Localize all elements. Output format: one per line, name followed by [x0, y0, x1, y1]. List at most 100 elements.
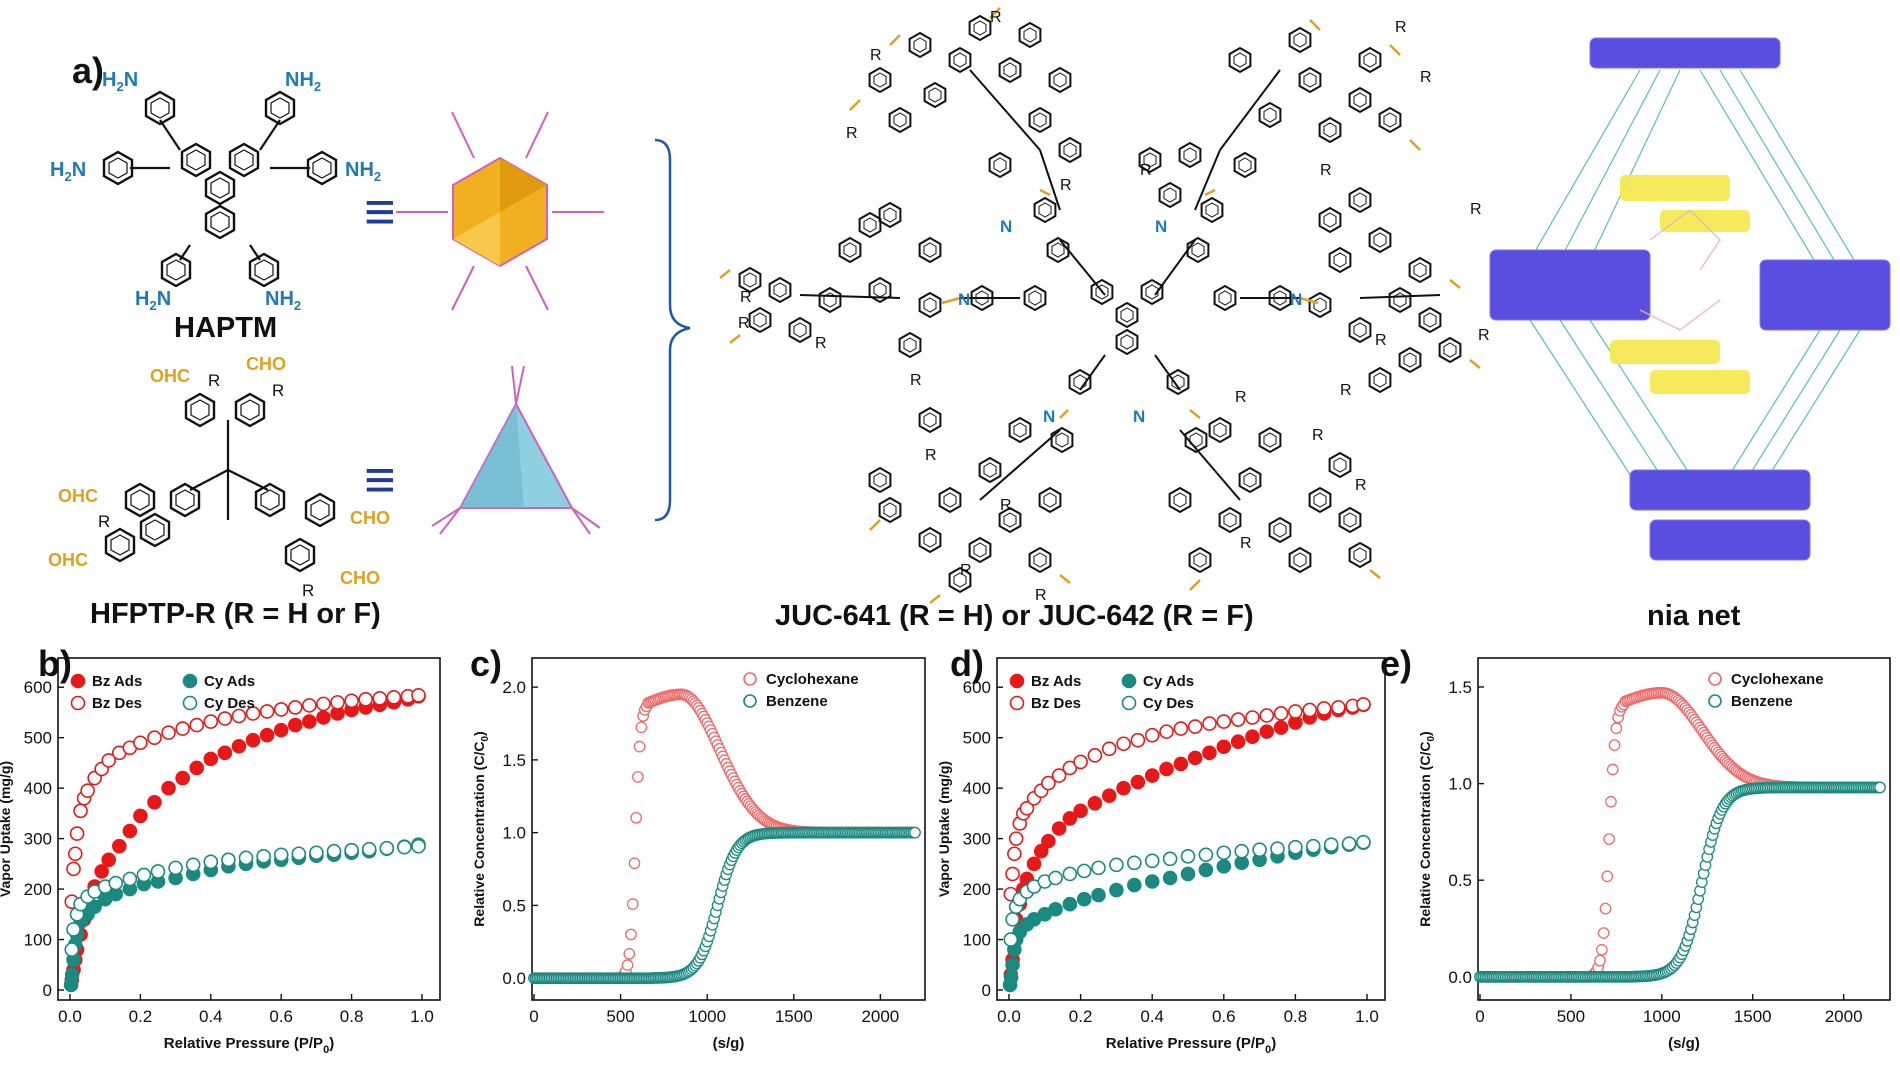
cho-label: CHO: [340, 568, 380, 588]
data-point: [64, 942, 80, 957]
data-point: [1173, 721, 1189, 736]
data-point: [1109, 882, 1124, 898]
data-point: [1603, 833, 1615, 845]
x-tick-label: 0.2: [129, 1007, 153, 1026]
y-tick-label: 400: [963, 779, 991, 798]
y-tick-label: 1.5: [502, 751, 526, 770]
cho-label: OHC: [58, 486, 98, 506]
data-point: [386, 690, 402, 705]
x-tick-label: 1.0: [1355, 1007, 1379, 1026]
equiv-sign: ≡: [364, 450, 396, 510]
data-point: [1187, 750, 1203, 766]
data-point: [1091, 860, 1106, 876]
legend-label: Cy Des: [1143, 695, 1194, 712]
nia-caption: nia net: [1647, 600, 1741, 632]
x-axis-label: Relative Pressure (P/P0): [164, 1035, 334, 1056]
data-point: [1048, 870, 1063, 886]
legend-marker: [182, 673, 198, 689]
x-tick-label: 0.6: [269, 1007, 293, 1026]
data-point: [122, 871, 138, 887]
legend-label: Bz Des: [1031, 695, 1081, 712]
data-point: [1341, 836, 1357, 851]
data-point: [1323, 837, 1339, 852]
data-point: [1606, 763, 1619, 776]
data-point: [1051, 768, 1067, 783]
y-tick-label: 300: [24, 830, 52, 849]
data-point: [1026, 856, 1042, 872]
data-point: [397, 839, 412, 855]
haptm-amine-label: H2N: [102, 69, 138, 94]
y-axis-label: Vapor Uptake (mg/g): [936, 761, 952, 897]
r-label: R: [208, 371, 220, 390]
data-point: [203, 854, 219, 870]
data-point: [316, 696, 331, 712]
data-point: [94, 864, 109, 879]
data-point: [136, 867, 152, 883]
data-point: [256, 848, 271, 864]
scheme-svg: H2N NH2 H2N NH2 H2N NH2 OHC CHO OHC CHO …: [48, 7, 1891, 604]
data-point: [344, 693, 359, 709]
data-point: [1595, 944, 1608, 956]
data-point: [361, 841, 377, 857]
imine-n-label: N: [958, 290, 970, 309]
data-point: [1605, 795, 1617, 808]
legend-marker: [1708, 694, 1722, 708]
data-point: [1076, 863, 1092, 879]
data-point: [1198, 847, 1214, 863]
cho-label: OHC: [48, 550, 88, 570]
data-point: [1005, 866, 1020, 882]
data-point: [161, 725, 176, 740]
data-point: [189, 717, 205, 733]
data-point: [69, 826, 85, 841]
hfptp-molecule: [104, 392, 336, 573]
data-point: [1180, 848, 1196, 864]
legend-label: Cy Des: [204, 695, 255, 712]
bracket: [654, 138, 691, 522]
legend-label: Benzene: [1731, 693, 1793, 710]
y-tick-label: 1.0: [502, 824, 526, 843]
data-point: [245, 706, 261, 721]
data-point: [259, 727, 275, 743]
data-point: [1130, 774, 1146, 790]
data-point: [1162, 851, 1178, 867]
r-label: R: [870, 47, 882, 64]
data-point: [133, 735, 148, 751]
y-tick-label: 0: [43, 981, 52, 1000]
data-point: [1073, 803, 1088, 819]
data-point: [64, 967, 80, 983]
x-tick-label: 0.4: [199, 1007, 223, 1026]
data-point: [1234, 843, 1250, 859]
legend-label: Cy Ads: [204, 673, 255, 690]
data-point: [1599, 902, 1612, 915]
y-tick-label: 0.0: [502, 969, 526, 988]
chart-b: 0.0 0.2 0.4 0.6 0.8 1.0 0 100 200 300 400 500 600 Rel…: [0, 657, 441, 1056]
legend-marker: [1708, 672, 1722, 686]
x-tick-label: 1000: [688, 1007, 726, 1026]
r-label: R: [302, 581, 314, 600]
data-point: [1051, 821, 1067, 836]
legend-label: Cy Ads: [1143, 673, 1194, 690]
data-point: [1005, 912, 1020, 927]
data-point: [1087, 748, 1103, 763]
data-point: [628, 857, 641, 870]
data-point: [626, 898, 639, 910]
data-point: [1356, 697, 1371, 712]
x-tick-label: 0.0: [997, 1007, 1021, 1026]
data-point: [1073, 754, 1088, 770]
data-point: [1259, 708, 1275, 723]
data-point: [1033, 843, 1049, 859]
data-point: [1116, 780, 1131, 796]
data-point: [1216, 859, 1232, 874]
imine-n-label: N: [1290, 290, 1302, 309]
data-point: [1062, 866, 1078, 882]
data-point: [1159, 761, 1174, 777]
data-point: [1091, 887, 1106, 903]
y-tick-label: 500: [963, 729, 991, 748]
data-point: [330, 695, 345, 710]
data-point: [1159, 724, 1174, 739]
data-point: [1610, 722, 1623, 735]
x-tick-label: 2000: [1825, 1007, 1863, 1026]
data-point: [273, 722, 289, 738]
data-point: [1062, 811, 1078, 826]
data-point: [635, 721, 648, 734]
